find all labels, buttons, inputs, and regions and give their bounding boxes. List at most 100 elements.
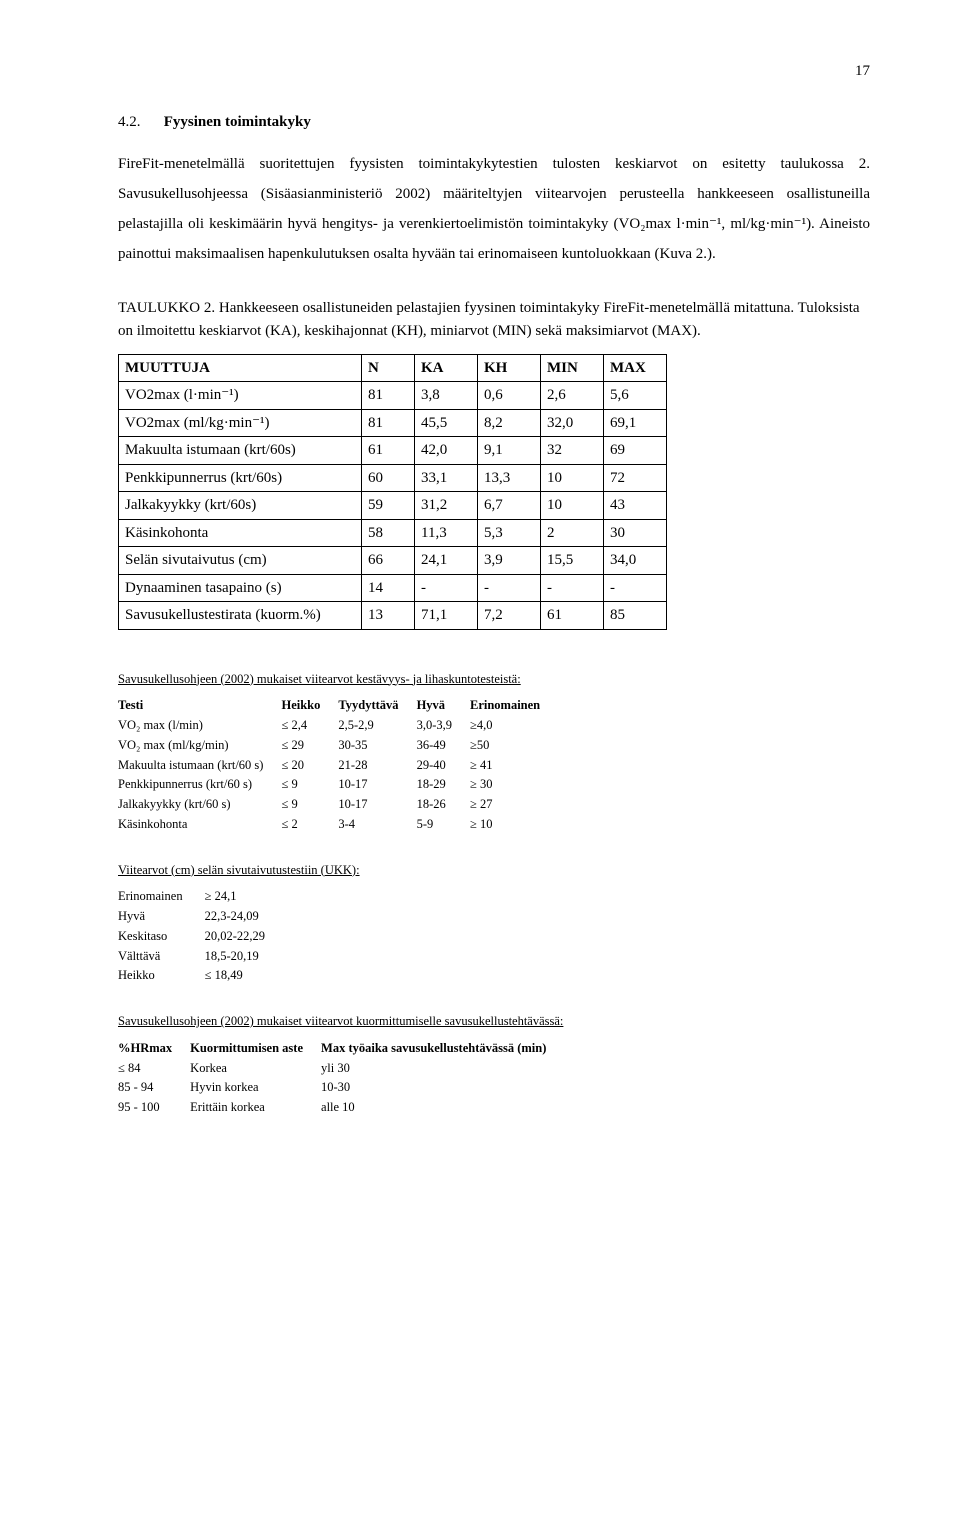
table-cell: ≥4,0	[470, 716, 558, 736]
table-cell: 3-4	[338, 815, 416, 835]
table-row: Hyvä22,3-24,09	[118, 907, 287, 927]
ref1-header: Hyvä	[417, 696, 470, 716]
table-row: Erinomainen≥ 24,1	[118, 887, 287, 907]
table-cell: VO2max (ml/kg·min⁻¹)	[119, 409, 362, 437]
table2-header: MAX	[604, 354, 667, 382]
table-row: Penkkipunnerrus (krt/60 s)≤ 910-1718-29≥…	[118, 775, 558, 795]
table-cell: Heikko	[118, 966, 205, 986]
table-cell: ≥ 10	[470, 815, 558, 835]
table-cell: 81	[362, 409, 415, 437]
table-cell: 13	[362, 602, 415, 630]
table-cell: 10-17	[338, 775, 416, 795]
table-cell: 45,5	[415, 409, 478, 437]
table-cell: 71,1	[415, 602, 478, 630]
body-paragraph: FireFit-menetelmällä suoritettujen fyysi…	[118, 149, 870, 269]
ref2-table: %HRmaxKuormittumisen asteMax työaika sav…	[118, 1039, 564, 1118]
table-cell: ≤ 2	[281, 815, 338, 835]
table-cell: Hyvä	[118, 907, 205, 927]
table-row: Makuulta istumaan (krt/60 s)≤ 2021-2829-…	[118, 756, 558, 776]
table-cell: ≥ 24,1	[205, 887, 287, 907]
table-cell: 60	[362, 464, 415, 492]
table-row: Käsinkohonta5811,35,3230	[119, 519, 667, 547]
table-cell: 30-35	[338, 736, 416, 756]
table-cell: ≤ 9	[281, 795, 338, 815]
table-cell: 8,2	[478, 409, 541, 437]
table-cell: 10-30	[321, 1078, 564, 1098]
table-row: Välttävä18,5-20,19	[118, 947, 287, 967]
table-cell: Käsinkohonta	[119, 519, 362, 547]
table-cell: 2	[541, 519, 604, 547]
table-cell: 5-9	[417, 815, 470, 835]
table-cell: ≥ 30	[470, 775, 558, 795]
side-heading: Viitearvot (cm) selän sivutaivutustestii…	[118, 861, 870, 880]
table-cell: 61	[541, 602, 604, 630]
table-cell: yli 30	[321, 1059, 564, 1079]
table-row: Savusukellustestirata (kuorm.%)1371,17,2…	[119, 602, 667, 630]
table2-header: N	[362, 354, 415, 382]
table-cell: -	[478, 574, 541, 602]
table-cell: ≤ 20	[281, 756, 338, 776]
table-cell: Penkkipunnerrus (krt/60s)	[119, 464, 362, 492]
table-cell: 3,0-3,9	[417, 716, 470, 736]
table-row: Selän sivutaivutus (cm)6624,13,915,534,0	[119, 547, 667, 575]
table-row: 95 - 100Erittäin korkeaalle 10	[118, 1098, 564, 1118]
table-cell: Dynaaminen tasapaino (s)	[119, 574, 362, 602]
table-cell: ≥ 41	[470, 756, 558, 776]
table-cell: alle 10	[321, 1098, 564, 1118]
table-row: Makuulta istumaan (krt/60s)6142,09,13269	[119, 437, 667, 465]
table-cell: 32	[541, 437, 604, 465]
table2-header: KH	[478, 354, 541, 382]
table-cell: 6,7	[478, 492, 541, 520]
table-cell: Käsinkohonta	[118, 815, 281, 835]
heading-title: Fyysinen toimintakyky	[164, 114, 311, 130]
table-cell: 72	[604, 464, 667, 492]
table-cell: 10-17	[338, 795, 416, 815]
ref2-heading: Savusukellusohjeen (2002) mukaiset viite…	[118, 1012, 870, 1031]
table-cell: 10	[541, 464, 604, 492]
table-cell: Selän sivutaivutus (cm)	[119, 547, 362, 575]
table-cell: ≤ 9	[281, 775, 338, 795]
ref1-header: Tyydyttävä	[338, 696, 416, 716]
table-cell: Makuulta istumaan (krt/60s)	[119, 437, 362, 465]
table-cell: Savusukellustestirata (kuorm.%)	[119, 602, 362, 630]
table-cell: 5,6	[604, 382, 667, 410]
table2-header: MUUTTUJA	[119, 354, 362, 382]
table-cell: ≥50	[470, 736, 558, 756]
table-cell: ≤ 84	[118, 1059, 190, 1079]
table-cell: 69	[604, 437, 667, 465]
table-row: Käsinkohonta≤ 23-45-9≥ 10	[118, 815, 558, 835]
ref1-table: TestiHeikkoTyydyttäväHyväErinomainen VO₂…	[118, 696, 558, 834]
ref1-header: Heikko	[281, 696, 338, 716]
table-cell: 3,8	[415, 382, 478, 410]
table-cell: 29-40	[417, 756, 470, 776]
table-cell: 2,6	[541, 382, 604, 410]
table-cell: 36-49	[417, 736, 470, 756]
table-cell: 69,1	[604, 409, 667, 437]
table-cell: 21-28	[338, 756, 416, 776]
table-row: Jalkakyykky (krt/60 s)≤ 910-1718-26≥ 27	[118, 795, 558, 815]
table-cell: 66	[362, 547, 415, 575]
table-cell: 59	[362, 492, 415, 520]
ref2-header: Kuormittumisen aste	[190, 1039, 321, 1059]
table2-caption: TAULUKKO 2. Hankkeeseen osallistuneiden …	[118, 297, 870, 344]
table-cell: ≥ 27	[470, 795, 558, 815]
table-cell: Korkea	[190, 1059, 321, 1079]
heading-number: 4.2.	[118, 111, 160, 134]
ref1-header: Testi	[118, 696, 281, 716]
table-cell: 95 - 100	[118, 1098, 190, 1118]
table-cell: 32,0	[541, 409, 604, 437]
table-cell: 85	[604, 602, 667, 630]
table-cell: Penkkipunnerrus (krt/60 s)	[118, 775, 281, 795]
table-cell: 42,0	[415, 437, 478, 465]
table-cell: -	[415, 574, 478, 602]
table-cell: Keskitaso	[118, 927, 205, 947]
table-cell: ≤ 2,4	[281, 716, 338, 736]
table-cell: 15,5	[541, 547, 604, 575]
table-cell: VO2max (l·min⁻¹)	[119, 382, 362, 410]
table-cell: 7,2	[478, 602, 541, 630]
table-cell: Jalkakyykky (krt/60 s)	[118, 795, 281, 815]
table-row: VO₂ max (ml/kg/min)≤ 2930-3536-49≥50	[118, 736, 558, 756]
table-row: Jalkakyykky (krt/60s)5931,26,71043	[119, 492, 667, 520]
table-row: 85 - 94Hyvin korkea10-30	[118, 1078, 564, 1098]
table-row: Penkkipunnerrus (krt/60s)6033,113,31072	[119, 464, 667, 492]
